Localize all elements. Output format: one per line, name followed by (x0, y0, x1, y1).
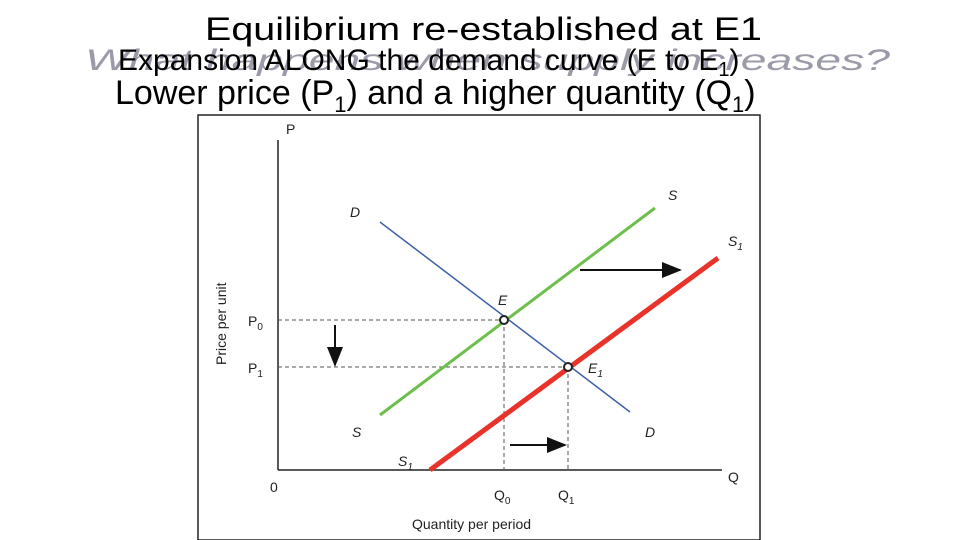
text: P (248, 360, 257, 376)
axis-symbol: Q (728, 469, 739, 485)
subscript: 0 (505, 496, 511, 507)
text: Q (558, 487, 569, 503)
subscript: 1 (737, 242, 743, 253)
quantity-label: Q1 (558, 487, 575, 507)
price-label: P1 (248, 360, 263, 380)
title-line-3: Lower price (P1) and a higher quantity (… (115, 74, 756, 117)
subscript: 1 (597, 369, 603, 380)
subscript: 1 (732, 92, 744, 117)
quantity-label: Q0 (494, 487, 511, 507)
text: Q (494, 487, 505, 503)
text: S (728, 233, 738, 249)
axis-symbol: P (286, 121, 295, 137)
text: Expansion ALONG the demand curve (E to E (118, 44, 718, 77)
origin-label: 0 (270, 479, 278, 495)
price-label: P0 (248, 313, 263, 333)
background-title: What happens when supply increases? (85, 44, 890, 77)
curve-label: S (352, 424, 362, 440)
subscript: 1 (334, 92, 346, 117)
frame (197, 114, 761, 540)
subscript: 1 (718, 59, 729, 81)
supply-curve (379, 206, 656, 417)
curve-label: S1 (398, 453, 413, 473)
x-axis-title: Quantity per period (412, 516, 531, 532)
text: ) (744, 74, 755, 112)
y-axis-title: Price per unit (213, 282, 229, 365)
title-line-1: Equilibrium re-established at E1 (205, 11, 762, 47)
curve-label: D (645, 424, 655, 440)
subscript: 1 (407, 462, 413, 473)
text: S (398, 453, 408, 469)
curve-label: S (668, 187, 678, 203)
curve-label: D (350, 204, 360, 220)
diagram: P Q 0 Price per unit Quantity per period… (197, 114, 761, 540)
equilibrium1-point (563, 362, 573, 372)
point-label: E (498, 292, 508, 308)
subscript: 1 (257, 369, 263, 380)
title-line-2: Expansion ALONG the demand curve (E to E… (118, 44, 739, 81)
text: Lower price (P (115, 74, 334, 112)
curve-label: S1 (728, 233, 743, 253)
equilibrium-point (499, 315, 509, 325)
subscript: 1 (569, 496, 575, 507)
text: P (248, 313, 257, 329)
supply1-curve (428, 255, 720, 473)
subscript: 0 (257, 322, 263, 333)
text: ) (729, 44, 739, 77)
point-label: E1 (588, 360, 603, 380)
text: E (588, 360, 598, 376)
text: ) and a higher quantity (Q (346, 74, 732, 112)
